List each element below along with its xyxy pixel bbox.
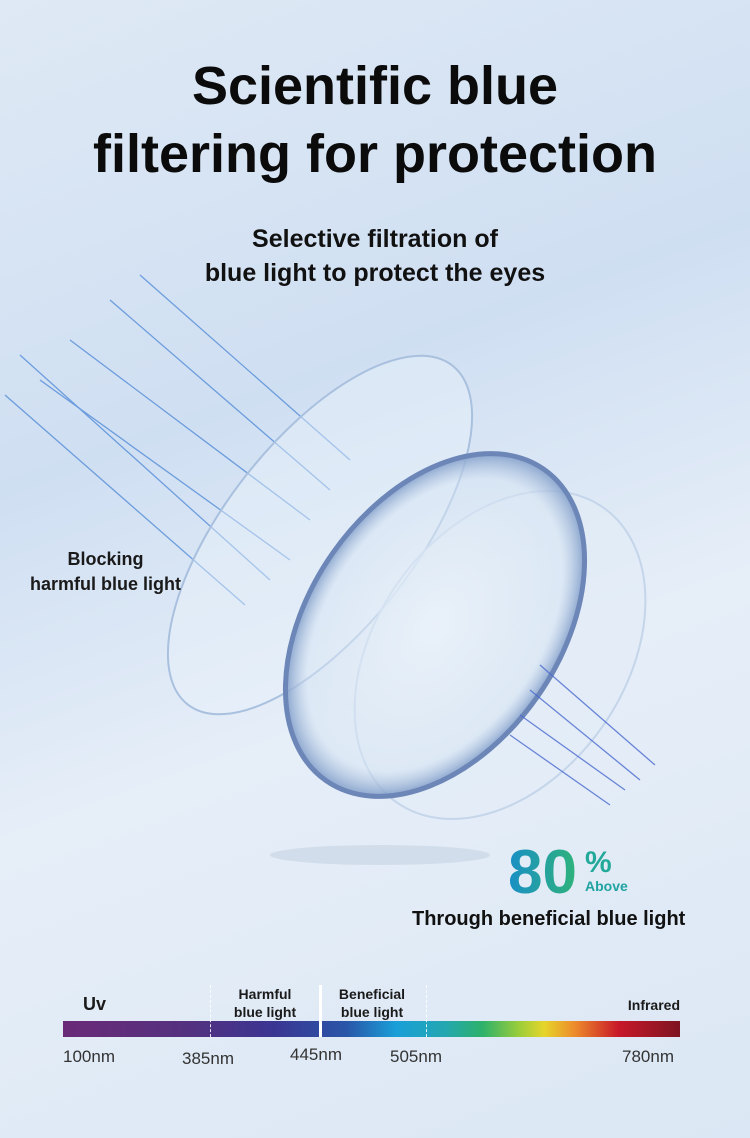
infrared-label: Infrared <box>627 997 680 1013</box>
subtitle: Selective filtration of blue light to pro… <box>204 225 546 287</box>
beneficial-label: Beneficial blue light <box>338 986 406 1020</box>
divider-445 <box>319 985 322 1037</box>
tick-505: 505nm <box>390 1047 442 1066</box>
blocking-callout: Blocking harmful blue light <box>30 549 181 594</box>
spectrum-bar <box>63 1021 680 1037</box>
page-title: Scientific blue filtering for protection <box>93 56 657 184</box>
divider-385 <box>210 985 211 1037</box>
stat-value: 80 <box>508 838 577 907</box>
tick-100: 100nm <box>63 1047 115 1066</box>
stat-qualifier: Above <box>585 878 628 894</box>
incoming-light-rays <box>4 274 351 606</box>
harmful-label: Harmful blue light <box>233 986 297 1020</box>
passing-light-rays <box>509 664 656 806</box>
tick-445: 445nm <box>290 1045 342 1064</box>
divider-505 <box>426 985 427 1037</box>
tick-780: 780nm <box>622 1047 674 1066</box>
tick-385: 385nm <box>182 1049 234 1068</box>
stat-unit: % <box>585 846 612 879</box>
uv-label: Uv <box>83 994 107 1014</box>
stat-caption: Through beneficial blue light <box>412 908 686 930</box>
